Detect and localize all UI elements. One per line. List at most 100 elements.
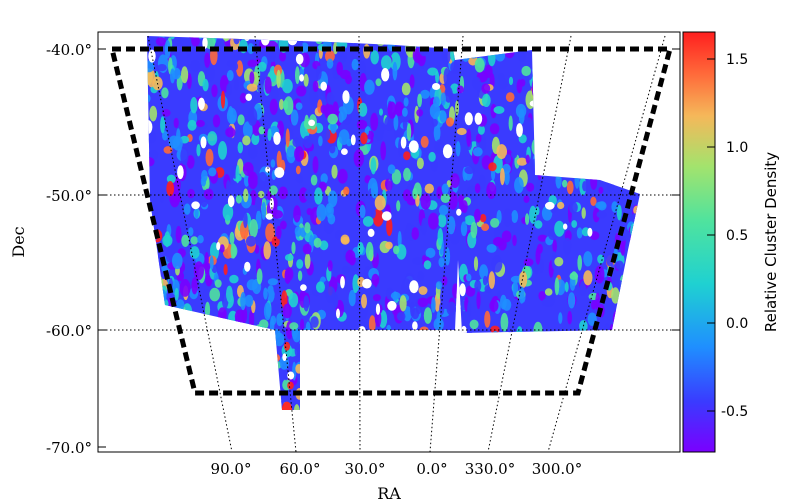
density-blob [404,412,415,426]
density-blob [358,102,368,117]
density-blob [572,126,584,144]
density-blob [380,141,387,161]
density-gap [455,302,461,312]
density-blob [348,289,356,307]
density-blob [586,147,590,166]
ra-gridline-30 [358,35,361,452]
density-blob [612,350,620,367]
density-blob [163,146,173,154]
density-blob [304,253,311,269]
density-blob [282,78,293,94]
density-blob [529,205,537,224]
density-blob [475,133,482,143]
density-blob [632,124,637,137]
density-blob [270,86,279,103]
density-blob [473,256,479,272]
density-blob [491,254,503,273]
density-blob [139,351,147,361]
density-blob [637,306,640,315]
density-blob [587,78,597,86]
density-blob [551,251,557,270]
density-blob [225,127,236,138]
density-blob [248,344,259,360]
density-blob [403,167,411,182]
density-gap [579,88,589,102]
density-blob [190,400,199,410]
colorbar-label: Relative Cluster Density [762,152,780,332]
density-blob [222,372,233,389]
density-blob [625,119,634,133]
density-blob [147,310,148,321]
density-blob [381,367,392,380]
y-axis-label: Dec [9,226,28,257]
density-blob [429,87,436,100]
density-blob [621,347,628,356]
density-gap [627,121,638,136]
density-blob [436,310,441,329]
density-blob [603,323,611,340]
density-blob [466,273,472,282]
density-blob [242,344,254,355]
density-blob [447,36,453,37]
density-blob [392,404,402,410]
density-blob [486,182,497,199]
density-blob [252,344,257,354]
density-blob [138,229,145,237]
density-blob [243,211,248,229]
density-blob [616,395,626,410]
density-blob [319,342,331,356]
density-blob [439,26,446,35]
density-blob [147,301,158,311]
density-blob [567,159,577,173]
density-blob [546,361,551,379]
density-blob [633,252,640,260]
density-blob [559,370,569,382]
density-blob [384,27,395,36]
density-blob [229,231,235,245]
density-blob [417,297,429,308]
density-blob [242,402,252,410]
density-blob [544,288,553,296]
density-blob [295,165,301,175]
density-blob [434,401,442,410]
density-blob [403,97,409,107]
density-blob [360,132,368,145]
density-gap [516,123,523,138]
y-tick-marks [98,48,680,448]
density-blob [518,108,525,125]
density-blob [337,168,348,184]
density-blob [581,102,586,119]
density-blob [147,157,155,167]
density-blob [359,204,366,218]
density-blob [346,138,352,147]
density-blob [549,129,561,146]
density-blob [554,277,560,296]
density-blob [579,280,587,297]
density-blob [336,342,343,353]
density-blob [431,118,438,127]
density-blob [549,410,560,420]
density-blob [174,399,181,410]
density-blob [327,260,333,272]
density-blob [175,225,182,244]
density-blob [443,68,450,87]
density-blob [590,36,597,44]
density-blob [510,27,517,34]
density-blob [251,133,260,145]
density-gap [177,165,184,180]
density-blob [308,353,315,365]
density-blob [633,334,639,346]
density-blob [584,379,589,390]
ra-gridline-90 [147,35,233,452]
density-blob [237,141,243,154]
density-blob [158,377,167,395]
y-tick-labels: -40.0° -50.0° -60.0° -70.0° [46,41,92,457]
density-blob [633,387,640,403]
density-blob [401,82,411,96]
density-blob [606,175,615,192]
density-blob [569,272,579,280]
density-blob [620,63,626,80]
density-blob [147,320,154,337]
density-blob [402,107,408,117]
density-blob [166,174,176,184]
